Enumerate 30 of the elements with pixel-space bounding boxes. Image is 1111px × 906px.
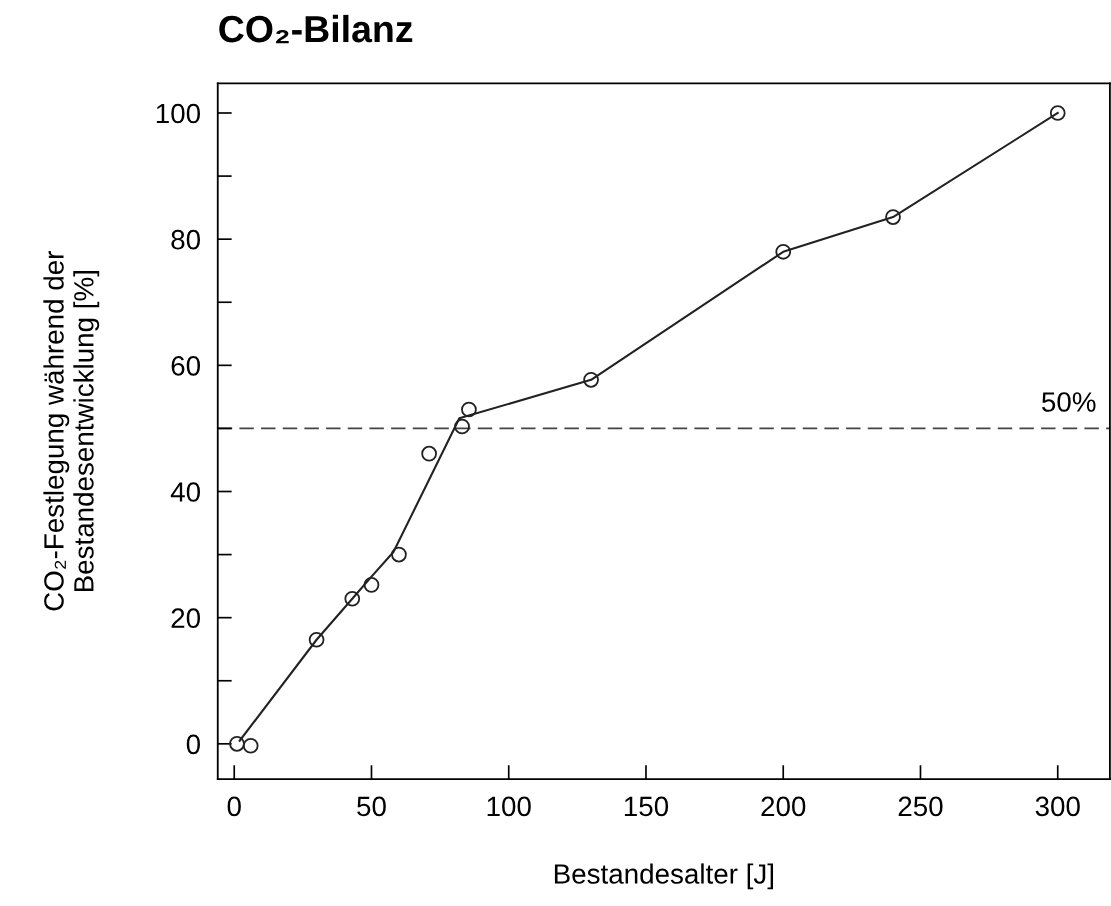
x-axis-title: Bestandesalter [J] (554, 863, 774, 890)
y-tick-label: 40 (170, 482, 201, 502)
point (308, 631, 325, 648)
y-tick-label: 20 (171, 608, 201, 629)
x-tick-label: 50 (357, 796, 386, 817)
point (885, 209, 901, 225)
x-tick-label: 200 (761, 796, 806, 817)
x-tick-label: 150 (624, 796, 669, 817)
y-tick-label: 80 (171, 229, 201, 250)
x-tick-label: 100 (487, 796, 531, 817)
y-tick-label: 60 (171, 356, 201, 376)
y-axis-title: CO₂-Festlegung während der Bestandesentwicklung [%] (43, 251, 100, 611)
point (229, 735, 245, 752)
chart-title: CO₂-Bilanz (219, 14, 413, 44)
point (421, 445, 437, 462)
point (461, 401, 477, 418)
point (454, 418, 470, 435)
point (242, 737, 259, 754)
x-tick-label: 0 (227, 796, 241, 817)
point (583, 371, 599, 388)
x-tick-label: 250 (898, 796, 943, 817)
ref-line-label: 50% (1042, 392, 1096, 412)
point (775, 243, 792, 260)
point (391, 546, 407, 563)
point (363, 577, 380, 593)
x-tick-label: 300 (1035, 796, 1080, 817)
y-tick-label: 100 (156, 103, 201, 124)
point (344, 590, 361, 607)
y-tick-label: 0 (186, 734, 200, 755)
point (1049, 105, 1066, 121)
